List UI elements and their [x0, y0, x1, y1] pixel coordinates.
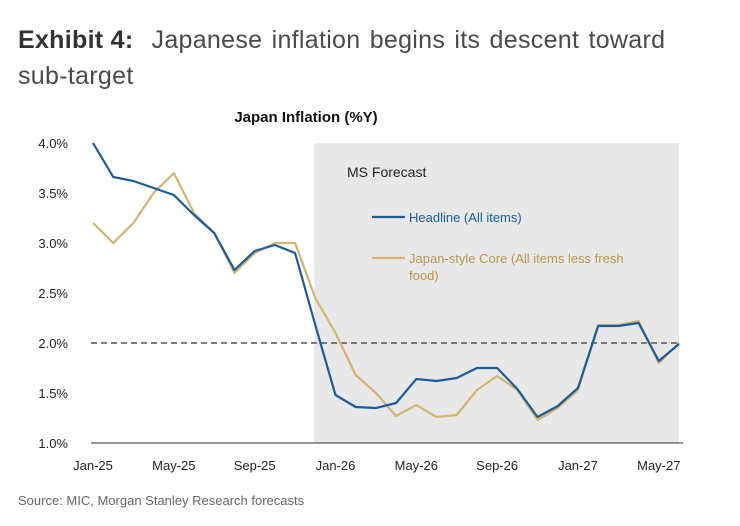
x-tick-label: Jan-26 [316, 458, 356, 473]
x-tick-label: Sep-26 [476, 458, 518, 473]
exhibit-heading: Exhibit 4: Japanese inflation begins its … [18, 22, 708, 94]
x-tick-label: Jan-25 [73, 458, 113, 473]
legend-headline-label: Headline (All items) [409, 210, 522, 225]
chart-title: Japan Inflation (%Y) [234, 109, 377, 126]
y-tick-label: 2.0% [38, 336, 68, 351]
y-tick-label: 3.0% [38, 236, 68, 251]
x-tick-label: Sep-25 [234, 458, 276, 473]
x-tick-label: May-26 [395, 458, 438, 473]
y-tick-label: 1.5% [38, 386, 68, 401]
y-tick-label: 1.0% [38, 436, 68, 451]
x-tick-label: Jan-27 [558, 458, 598, 473]
legend-core-label: food) [409, 268, 439, 283]
y-tick-label: 2.5% [38, 286, 68, 301]
x-tick-label: May-25 [152, 458, 195, 473]
headline-series-line [92, 142, 680, 419]
y-tick-label: 4.0% [38, 136, 68, 151]
legend-core-label: Japan-style Core (All items less fresh [409, 251, 624, 266]
exhibit-label: Exhibit 4: [18, 26, 134, 54]
source-note: Source: MIC, Morgan Stanley Research for… [18, 493, 305, 508]
x-tick-label: May-27 [637, 458, 680, 473]
forecast-region [314, 143, 679, 443]
exhibit-title: Japanese inflation begins its descent to… [18, 26, 666, 90]
forecast-label: MS Forecast [347, 164, 426, 180]
y-tick-label: 3.5% [38, 186, 68, 201]
